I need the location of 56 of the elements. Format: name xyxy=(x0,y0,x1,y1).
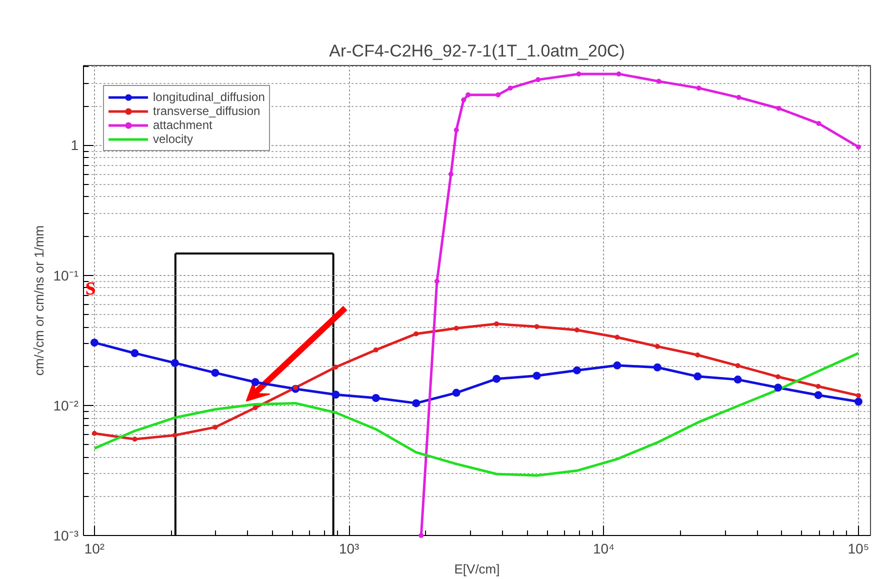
point xyxy=(372,394,380,402)
annotation: s xyxy=(86,272,96,300)
point xyxy=(452,388,460,397)
point xyxy=(454,326,459,331)
y-tick-label: 10⁻¹ xyxy=(53,267,79,284)
point xyxy=(776,374,781,380)
point xyxy=(373,347,378,352)
point xyxy=(412,399,420,408)
y-tick-label: 1 xyxy=(70,137,79,154)
legend-label: longitudinal_diffusion xyxy=(153,90,265,104)
x-tick-label: 10⁵ xyxy=(848,540,870,556)
point xyxy=(774,384,782,392)
point xyxy=(170,358,179,367)
point xyxy=(252,405,258,410)
point xyxy=(211,368,220,377)
point xyxy=(92,430,97,436)
point xyxy=(574,327,580,332)
point xyxy=(212,424,218,430)
point xyxy=(735,363,740,368)
x-tick-label: 10² xyxy=(84,540,105,556)
y-axis-title: cm/√cm or cm/ns or 1/mm xyxy=(31,225,46,376)
point xyxy=(130,349,139,358)
y-tick-label: 10⁻² xyxy=(53,397,79,414)
x-tick-label: 10³ xyxy=(338,540,360,556)
point xyxy=(734,376,742,384)
point xyxy=(654,344,660,349)
x-tick-label: 10⁴ xyxy=(592,540,615,556)
point xyxy=(90,338,98,347)
point xyxy=(694,372,702,380)
point xyxy=(492,374,501,383)
point xyxy=(132,436,138,442)
y-tick-label: 10⁻³ xyxy=(53,528,79,544)
point xyxy=(172,432,178,438)
point xyxy=(613,361,622,370)
point xyxy=(653,363,662,372)
point xyxy=(414,331,419,336)
point xyxy=(816,384,821,389)
point xyxy=(572,366,581,374)
legend-label: velocity xyxy=(153,132,194,146)
point xyxy=(532,372,541,380)
point xyxy=(293,385,298,390)
point xyxy=(814,391,822,400)
chart-title: Ar-CF4-C2H6_92-7-1(1T_1.0atm_20C) xyxy=(329,42,625,60)
point xyxy=(695,352,700,358)
line-series xyxy=(93,352,860,477)
point xyxy=(332,390,340,399)
point xyxy=(854,398,862,406)
point xyxy=(614,334,620,340)
point xyxy=(494,321,500,326)
legend-label: attachment xyxy=(153,118,212,132)
legend-label: transverse_diffusion xyxy=(153,104,260,118)
point xyxy=(251,378,260,386)
point xyxy=(534,324,540,330)
point xyxy=(856,393,861,398)
x-axis-title: E[V/cm] xyxy=(454,562,500,576)
point xyxy=(333,364,338,370)
